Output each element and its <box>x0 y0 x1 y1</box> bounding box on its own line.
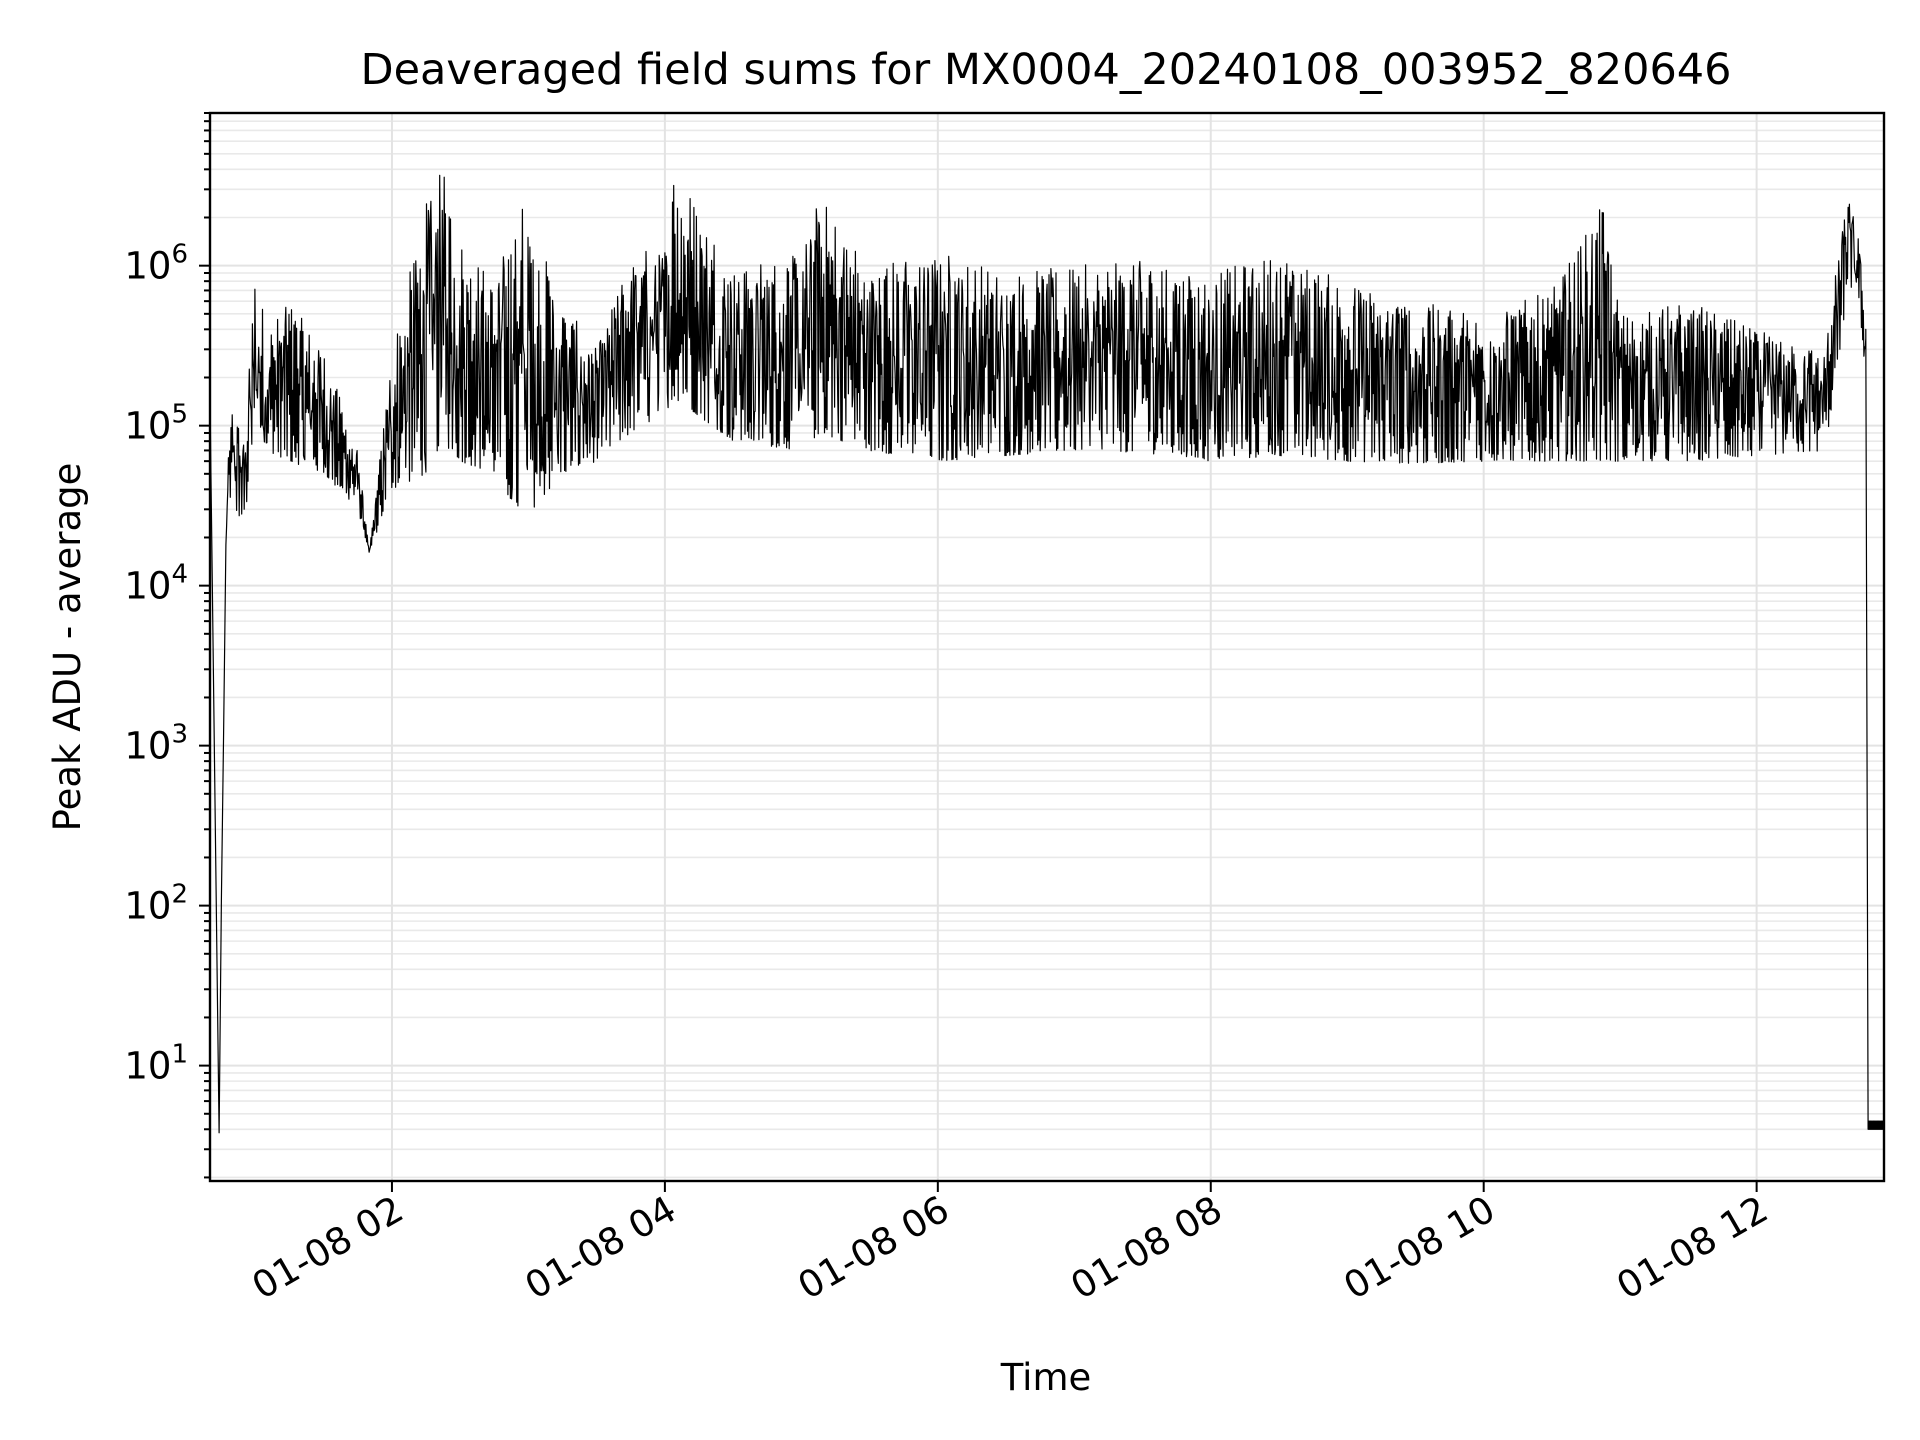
y-tick-label: 104 <box>124 560 188 608</box>
plot-frame <box>208 111 1886 1183</box>
y-tick-label: 105 <box>124 400 188 448</box>
chart-title: Deaveraged field sums for MX0004_2024010… <box>360 45 1731 95</box>
y-tick-label: 103 <box>124 720 188 768</box>
y-axis-label: Peak ADU - average <box>46 463 89 832</box>
series-group <box>209 174 1885 1134</box>
y-axis: 101 102 103 104 105 106 <box>124 112 210 1179</box>
y-tick-label: 102 <box>124 880 188 928</box>
y-tick-label: 106 <box>124 240 188 288</box>
x-axis-label: Time <box>1000 1356 1092 1399</box>
series-line <box>209 174 1885 1134</box>
y-tick-label: 101 <box>124 1040 188 1088</box>
